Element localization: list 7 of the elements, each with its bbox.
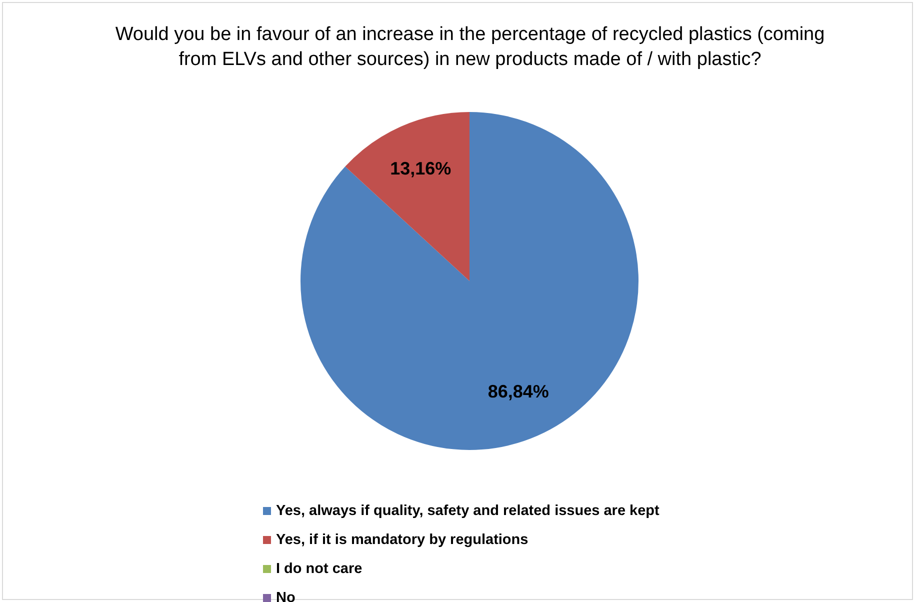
chart-title: Would you be in favour of an increase in the percentage of recycled plastics (coming from ELVs and other sources) in new products made of / with plastic? (114, 23, 826, 72)
legend-label: Yes, if it is mandatory by regulations (276, 532, 528, 548)
data-label: 86,84% (488, 381, 549, 402)
legend-label: I do not care (276, 560, 362, 576)
data-label: 13,16% (390, 158, 452, 179)
legend-label: No (276, 590, 296, 602)
legend-label: Yes, always if quality, safety and related issues are kept (276, 502, 660, 518)
